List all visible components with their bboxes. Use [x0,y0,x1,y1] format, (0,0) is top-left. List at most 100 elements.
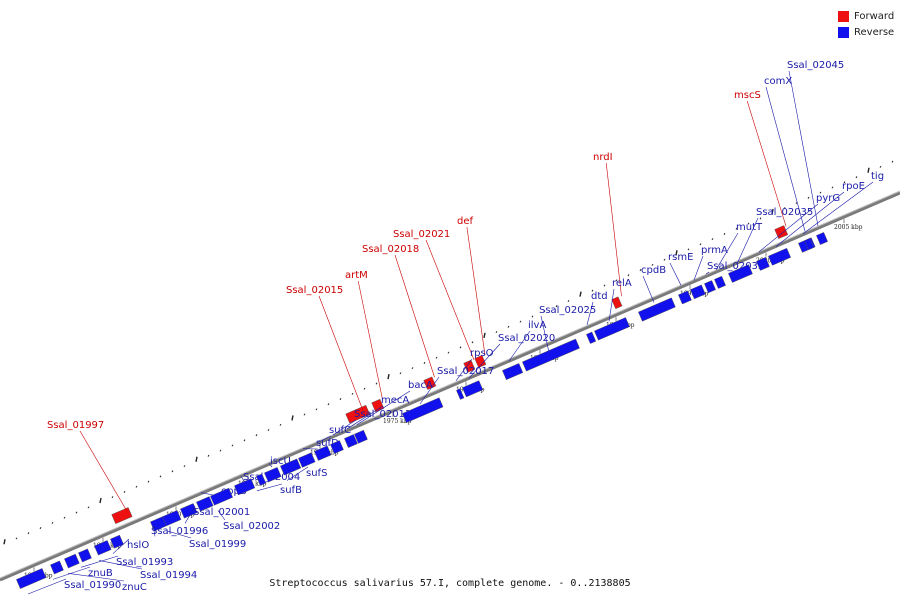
gene-rpoe-block [768,247,791,266]
gene-rpso [456,388,465,400]
gene-ssal-02015-label: Ssal_02015 [286,285,343,296]
gene-def-label: def [457,216,474,227]
track-tick [855,176,858,179]
track-tick [207,454,210,457]
gene-znuc-label: znuC [122,582,147,593]
gene-ssal-01996-leader [152,524,156,537]
gene-hslo-label: hslO [127,540,149,551]
track-tick [363,387,366,390]
track-tick [819,191,822,194]
gene-ssal-02004-leader [240,476,246,484]
gene-ilva-label: ilvA [528,320,546,331]
gene-ssal-01993 [78,548,92,563]
gene-ssal-02015-leader [318,295,364,411]
gene-ssal-01990-block [16,568,47,589]
track-tick [231,444,234,447]
gene-ssal-01990 [16,568,47,589]
track-tick [759,217,762,220]
gene-znub [50,560,64,575]
track-tick [531,315,534,318]
gene-baca-leader [356,390,411,425]
gene-iscu-label: iscU [270,456,291,467]
gene-ssal-02025 [522,338,580,372]
track-tick [219,449,222,452]
gene-prma [690,284,706,300]
gene-comx-block [804,238,815,251]
track-tick [831,186,834,189]
gene-nrdi-block [611,296,623,310]
gene-hslo-leader [112,538,130,554]
track-tick [75,511,78,514]
gene-rpoe [768,247,791,266]
track-tick [291,415,294,421]
gene-ssal-02015-block [345,404,371,424]
gene-ssal-02035-leader [736,217,759,264]
track-tick [111,496,114,499]
gene-ssal-01999-block [162,510,182,527]
track-tick [315,408,318,411]
gene-pyrg [756,257,770,271]
track-tick [339,398,342,401]
gene-comx [804,238,815,251]
track-tick [867,167,870,173]
track-tick [459,346,462,349]
gene-ssal-01997-leader [79,430,128,512]
gene-rela-leader [608,288,615,322]
gene-znuc-block [64,553,80,569]
track-tick [63,516,66,519]
gene-nrdi-label: nrdI [593,152,613,163]
gene-rsme-leader [669,262,682,286]
gene-ssal-01994-leader [98,560,143,570]
track-tick [303,413,306,416]
gene-hslo-block [110,534,124,549]
gene-sufs-label: sufS [306,468,327,479]
gene-ssal-02011-label: Ssal_02011 [354,409,411,420]
gene-cpdb [638,297,676,322]
gene-ssal-02033-leader [705,271,710,275]
gene-cpdb-leader [642,275,655,303]
gene-rpso-block [456,388,465,400]
track-tick [327,403,330,406]
gene-cpdb-block [638,297,676,322]
track-tick [783,207,786,210]
reverse-swatch [838,26,849,38]
track-tick [567,299,570,303]
gene-sufs-leader [286,466,309,481]
track-tick [399,372,402,375]
gene-ssal-02020-leader [468,343,501,379]
gene-tig-label: tig [871,171,884,182]
gene-meca-leader [346,405,384,430]
gene-dtd-block [586,331,597,344]
gene-ssal-02033-label: Ssal_02033 [707,261,764,272]
track-tick [495,330,498,333]
gene-sufd-block [298,452,316,468]
gene-ssal-02018 [423,376,437,390]
track-tick [627,274,630,277]
gene-ilva-leader [508,330,531,362]
track-tick [807,196,810,199]
legend: Forward Reverse [838,8,894,40]
gene-ssal-02018-block [423,376,437,390]
gene-sufb-block [256,473,267,486]
axis-line [0,191,900,582]
gene-ssal-01996-label: Ssal_01996 [151,526,208,537]
track-tick [579,291,582,297]
gene-rsme-label: rsmE [668,252,693,263]
gene-ilva [502,363,524,380]
track-tick [795,201,798,204]
gene-nrdi [611,296,623,310]
gene-sufs [280,458,302,476]
track-tick [699,243,702,246]
gene-mutt [714,275,726,289]
track-tick [147,480,150,483]
track-tick [135,485,138,488]
track-tick [39,527,42,530]
gene-prma-block [690,284,706,300]
gene-nrdi-leader [605,162,622,297]
gene-artm-label: artM [345,270,368,281]
track-tick [195,456,198,462]
track-tick [771,208,774,215]
gene-comx-label: comX [764,76,792,87]
track-tick [51,521,54,524]
